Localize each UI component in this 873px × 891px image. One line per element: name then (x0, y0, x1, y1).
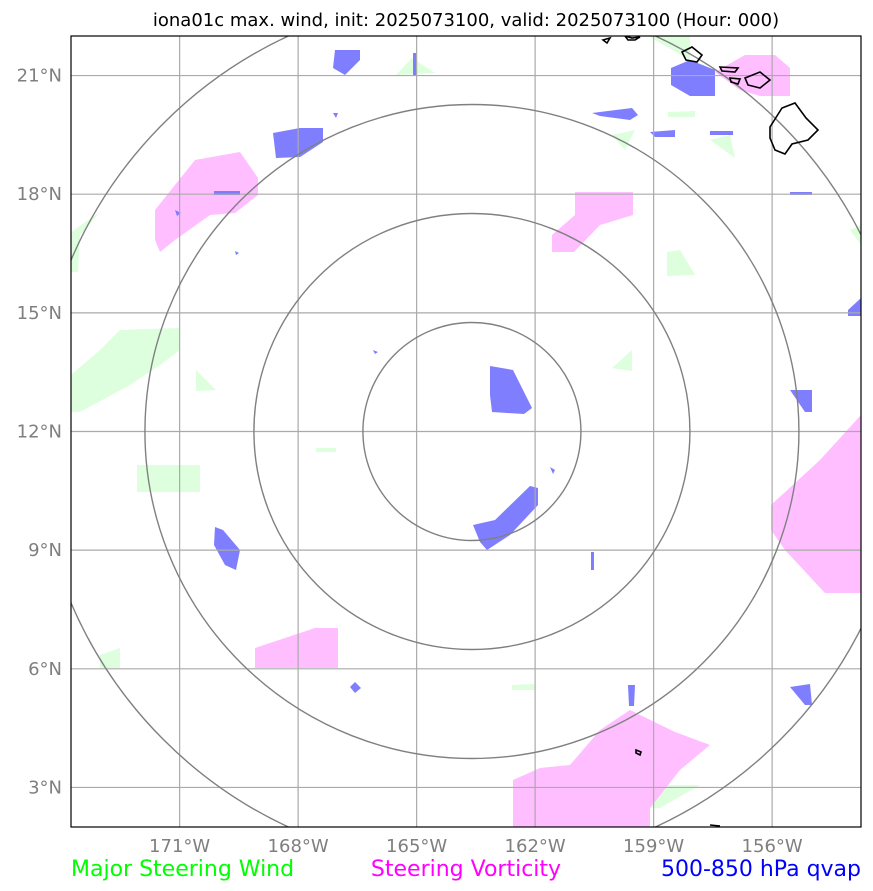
island-coastline (718, 66, 740, 73)
island-coastline (601, 36, 612, 45)
qvap-patch (710, 131, 733, 135)
latitude-tick-label: 12°N (17, 422, 62, 443)
wind-patch (850, 225, 861, 245)
map-frame (70, 35, 862, 828)
wind-patch (100, 648, 120, 668)
latitude-labels: 21°N 18°N 15°N 12°N 9°N 6°N 3°N (17, 66, 62, 799)
longitude-tick-label: 168°W (268, 836, 329, 857)
qvap-patch (473, 486, 538, 550)
qvap-patch (628, 685, 635, 706)
latitude-tick-label: 9°N (28, 540, 62, 561)
vorticity-patch (513, 710, 710, 827)
qvap-patch (214, 527, 240, 570)
qvap-patch (790, 390, 812, 412)
qvap-patch (333, 50, 360, 75)
vorticity-patch (155, 152, 258, 252)
qvap-patch (490, 366, 532, 414)
qvap-patch (235, 251, 239, 255)
steering-wind-layer (71, 36, 861, 808)
qvap-patch (550, 467, 555, 474)
longitude-tick-label: 165°W (386, 836, 447, 857)
range-ring (144, 103, 800, 760)
qvap-patch (650, 130, 675, 137)
qvap-patch (373, 350, 378, 354)
island-coastline (728, 77, 742, 85)
legend-steering-wind: Major Steering Wind (71, 857, 294, 882)
qvap-patch (413, 53, 417, 75)
wind-patch (612, 350, 632, 371)
qvap-patch (671, 60, 715, 96)
wind-patch (71, 328, 180, 412)
island-coastline (635, 748, 642, 757)
wind-patch (612, 130, 635, 150)
range-rings (71, 36, 861, 827)
coastline (601, 36, 820, 827)
island-coastline (769, 102, 820, 155)
steering-vorticity-layer (155, 55, 861, 827)
longitude-tick-label: 159°W (623, 836, 684, 857)
range-ring (71, 36, 861, 827)
qvap-patch (333, 113, 338, 118)
wind-patch (137, 465, 200, 492)
legend-qvap: 500-850 hPa qvap (661, 857, 861, 882)
range-ring (362, 321, 582, 542)
qvap-patch (790, 684, 812, 705)
wind-patch (648, 36, 690, 60)
wind-patch (71, 212, 100, 272)
longitude-tick-label: 171°W (149, 836, 210, 857)
wind-patch (667, 250, 695, 276)
latitude-tick-label: 3°N (28, 777, 62, 798)
longitude-tick-label: 156°W (742, 836, 803, 857)
qvap-patch (592, 108, 638, 120)
vorticity-patch (255, 628, 338, 668)
wind-patch (668, 111, 695, 117)
vorticity-patch (552, 192, 633, 252)
latitude-tick-label: 6°N (28, 659, 62, 680)
wind-patch (710, 135, 735, 158)
qvap-patch (350, 682, 361, 693)
vorticity-patch (771, 415, 861, 593)
plot-area (71, 36, 861, 827)
qvap-patch (175, 210, 181, 216)
wind-patch (316, 448, 336, 452)
qvap-layer (175, 50, 861, 706)
map-title: iona01c max. wind, init: 2025073100, val… (153, 10, 779, 31)
legend-steering-vorticity: Steering Vorticity (371, 857, 561, 882)
qvap-patch (591, 552, 594, 570)
latitude-tick-label: 21°N (17, 66, 62, 87)
qvap-patch (848, 298, 861, 316)
longitude-labels: 171°W 168°W 165°W 162°W 159°W 156°W (149, 836, 803, 857)
range-ring (253, 212, 691, 651)
wind-patch (196, 370, 216, 391)
longitude-tick-label: 162°W (505, 836, 566, 857)
graticule (71, 36, 861, 827)
latitude-tick-label: 18°N (17, 184, 62, 205)
island-coastline (624, 36, 641, 41)
latitude-tick-label: 15°N (17, 303, 62, 324)
wind-patch (512, 684, 535, 690)
island-coastline (743, 71, 772, 89)
island-coastline (680, 46, 704, 63)
island-coastline (709, 824, 721, 827)
